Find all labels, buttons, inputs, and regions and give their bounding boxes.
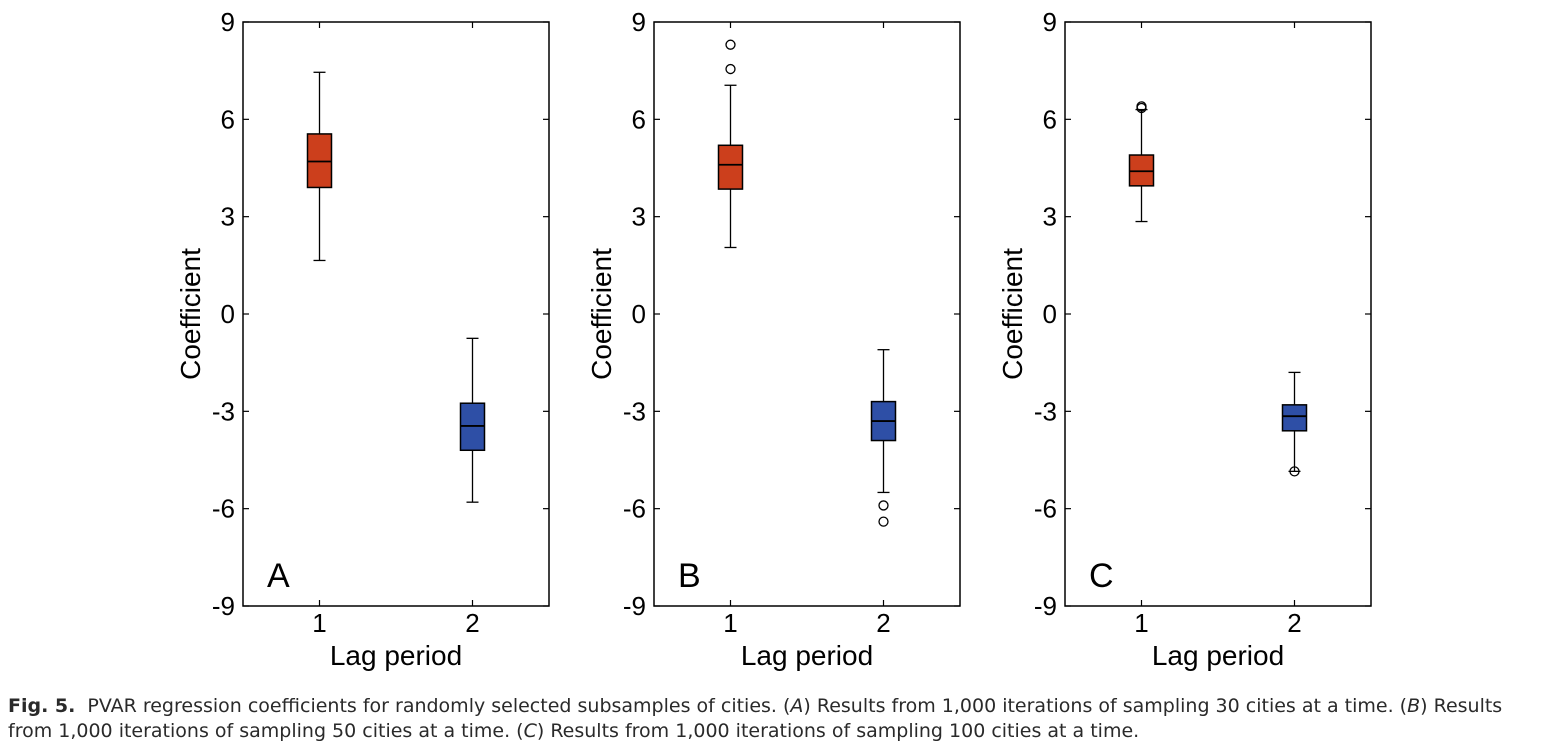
- caption-text: PVAR regression coefficients for randoml…: [87, 695, 791, 717]
- outlier-point: [878, 516, 889, 527]
- x-tick-label: 1: [312, 608, 326, 638]
- y-tick-label: -3: [623, 396, 646, 426]
- y-tick-label: 6: [632, 104, 646, 134]
- outlier-point: [725, 39, 736, 50]
- plot-frame: [242, 21, 550, 607]
- box-1: [306, 71, 333, 262]
- y-tick-label: 3: [1043, 202, 1057, 232]
- y-tick-label: -9: [212, 591, 235, 621]
- x-tick-label: 1: [1134, 608, 1148, 638]
- y-tick-label: -6: [1034, 494, 1057, 524]
- y-tick-label: 9: [632, 7, 646, 37]
- caption-text: ) Results from 1,000 iterations of sampl…: [803, 695, 1408, 717]
- y-tick-label: -6: [212, 494, 235, 524]
- y-tick-label: -3: [1034, 396, 1057, 426]
- x-tick-label: 2: [465, 608, 479, 638]
- y-tick-label: 6: [221, 104, 235, 134]
- x-tick-label: 2: [1287, 608, 1301, 638]
- box-2: [1281, 371, 1308, 477]
- box-iqr: [717, 144, 744, 190]
- y-tick-label: -6: [623, 494, 646, 524]
- y-tick-label: 9: [221, 7, 235, 37]
- y-axis-label: Coefficient: [175, 248, 206, 380]
- y-tick-label: 3: [221, 202, 235, 232]
- outlier-point: [1136, 101, 1147, 112]
- y-axis-label: Coefficient: [997, 248, 1028, 380]
- box-1: [1128, 101, 1155, 223]
- y-tick-label: 9: [1043, 7, 1057, 37]
- y-tick-label: 3: [632, 202, 646, 232]
- y-tick-label: -9: [1034, 591, 1057, 621]
- y-tick-label: -9: [623, 591, 646, 621]
- box-iqr: [1281, 404, 1308, 432]
- y-tick-label: 6: [1043, 104, 1057, 134]
- x-axis-label: Lag period: [1152, 640, 1284, 671]
- caption-ref-b: B: [1407, 695, 1421, 717]
- caption-label: Fig. 5.: [8, 695, 76, 717]
- plot-frame: [653, 21, 961, 607]
- plot-frame: [1064, 21, 1372, 607]
- outlier-point: [1289, 466, 1300, 477]
- y-axis-label: Coefficient: [586, 248, 617, 380]
- y-tick-label: 0: [221, 299, 235, 329]
- y-tick-label: 0: [632, 299, 646, 329]
- y-tick-label: -3: [212, 396, 235, 426]
- x-tick-label: 2: [876, 608, 890, 638]
- x-axis-label: Lag period: [330, 640, 462, 671]
- caption-ref-a: A: [790, 695, 804, 717]
- caption-ref-c: C: [523, 720, 537, 742]
- y-tick-label: 0: [1043, 299, 1057, 329]
- caption-text: ) Results from 1,000 iterations of sampl…: [536, 720, 1140, 742]
- x-tick-label: 1: [723, 608, 737, 638]
- box-1: [717, 39, 744, 249]
- panel-letter: B: [678, 557, 701, 595]
- caption-text: ) Results from 1,000 iterations of sampl…: [8, 695, 1503, 742]
- figure-caption: Fig. 5. PVAR regression coefficients for …: [8, 694, 1548, 744]
- x-axis-label: Lag period: [741, 640, 873, 671]
- box-2: [870, 349, 897, 527]
- panel-letter: A: [267, 557, 290, 595]
- outlier-point: [878, 500, 889, 511]
- outlier-point: [725, 63, 736, 75]
- box-2: [459, 337, 486, 503]
- panel-letter: C: [1089, 557, 1114, 595]
